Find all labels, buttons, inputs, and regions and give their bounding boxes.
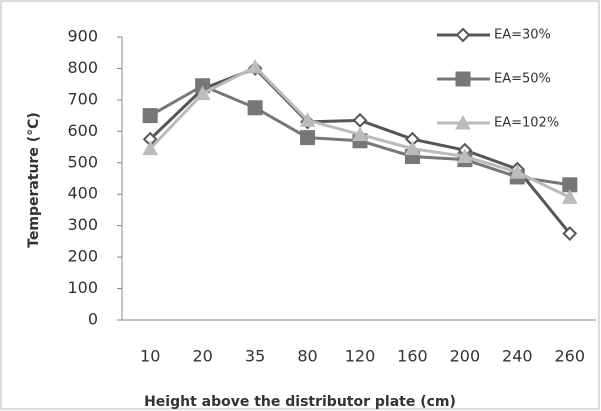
y-tick-label: 400 [67,184,98,203]
x-tick-label: 200 [450,347,481,366]
legend-marker [455,27,471,43]
x-tick-label: 120 [345,347,376,366]
legend-marker [455,114,471,130]
legend-marker [455,71,471,87]
x-axis-title: Height above the distributor plate (cm) [144,394,456,410]
marker [404,140,421,156]
y-tick-label: 200 [67,247,98,266]
x-tick-label: 80 [297,347,317,366]
legend-label: EA=30% [494,28,551,43]
marker [562,226,578,241]
y-tick-label: 800 [67,58,98,77]
marker [247,100,263,116]
y-tick-label: 300 [67,215,98,234]
x-tick-label: 240 [502,347,533,366]
marker [561,189,578,204]
marker [299,112,316,127]
marker [352,112,368,128]
y-axis-title: Temperature (°C) [26,112,42,248]
y-tick-label: 600 [67,121,98,140]
y-tick-label: 900 [67,27,98,46]
x-tick-label: 260 [555,347,586,366]
y-tick-label: 700 [67,89,98,108]
marker [300,130,316,146]
x-tick-label: 160 [397,347,428,366]
marker [142,140,159,156]
x-tick-label: 20 [192,347,212,366]
marker [142,108,158,124]
marker [352,126,368,141]
x-tick-label: 35 [245,347,265,366]
legend-label: EA=102% [494,116,559,131]
marker [509,164,526,179]
y-tick-label: 0 [88,310,98,329]
x-tick-label: 10 [140,347,160,366]
marker [194,85,211,101]
y-tick-label: 100 [67,278,98,297]
marker [247,58,263,74]
y-tick-label: 500 [67,152,98,171]
legend-label: EA=50% [494,72,551,87]
marker [457,148,473,163]
